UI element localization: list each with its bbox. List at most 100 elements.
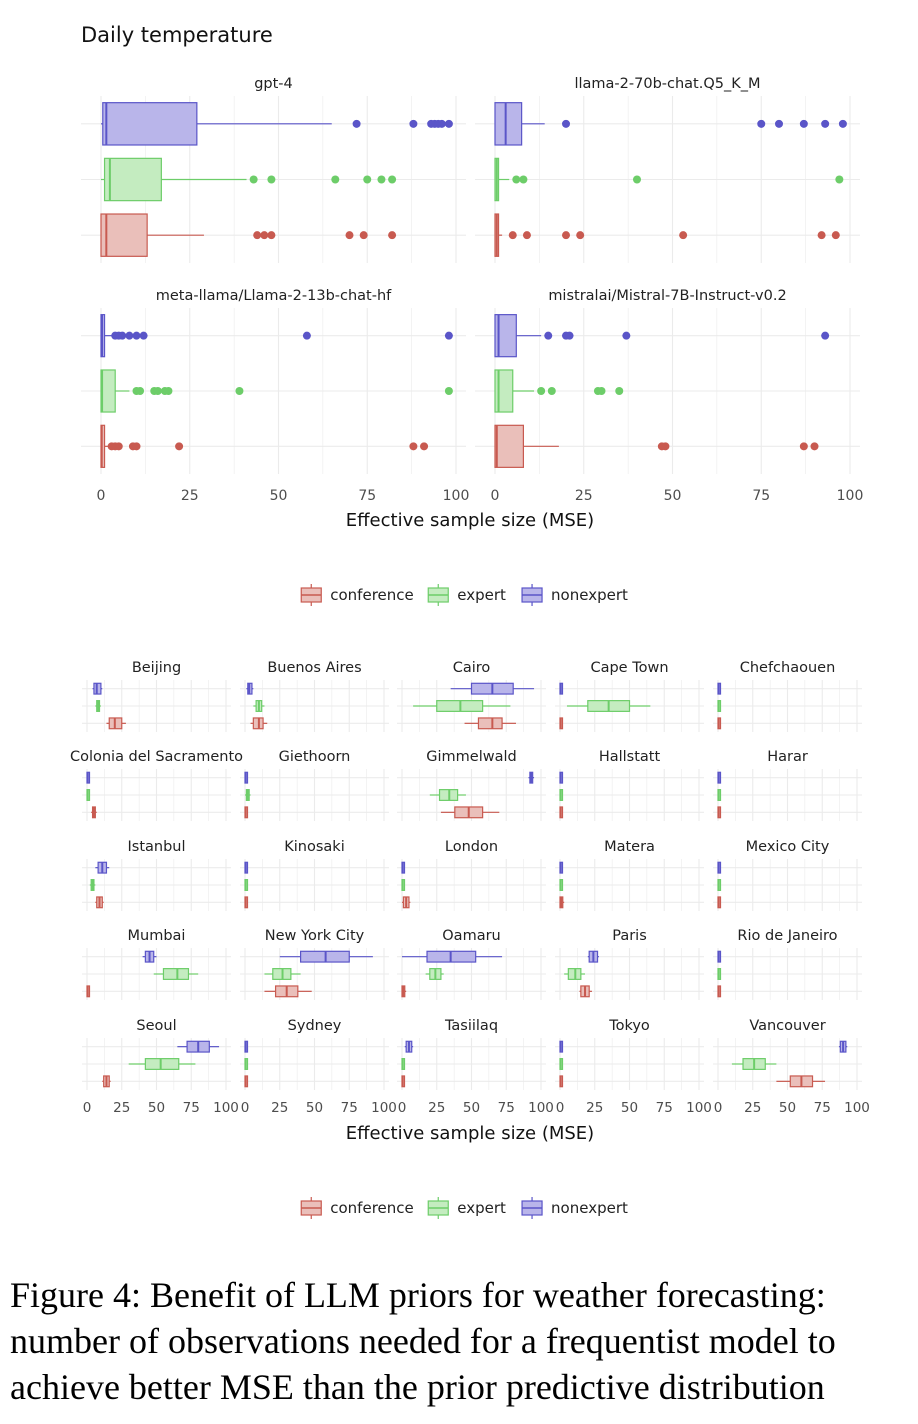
facet-16: New York City	[240, 928, 389, 1000]
facet-14: Mexico City	[713, 839, 862, 911]
facet-12: London	[397, 839, 546, 911]
x-axis-ticks: 0 25 50 75 100	[241, 1100, 397, 1116]
outlier-point	[132, 331, 141, 340]
box	[162, 968, 190, 980]
boxplot-conference	[717, 717, 722, 730]
legend-label: conference	[330, 1199, 414, 1217]
boxplot-expert	[401, 879, 406, 891]
tick-label: 100	[844, 1100, 870, 1116]
facet-0: Beijing	[82, 660, 231, 732]
outlier-point	[810, 442, 819, 451]
legend-item-nonexpert: nonexpert	[521, 584, 628, 606]
x-axis-ticks: 0 25 50 75 100	[398, 1100, 554, 1116]
boxplot-conference	[91, 806, 97, 819]
box	[102, 102, 198, 146]
figure-caption: Figure 4: Benefit of LLM priors for weat…	[10, 1275, 836, 1407]
boxplot-conference	[264, 985, 312, 998]
boxplot-expert	[264, 968, 301, 980]
chart-title: Daily temperature	[81, 23, 273, 47]
tick-label: 50	[148, 1100, 165, 1116]
facet-22: Tasiilaq	[397, 1018, 546, 1090]
panel-title: Tokyo	[608, 1018, 650, 1034]
facet-1: Buenos Aires	[240, 660, 389, 732]
x-axis-ticks: 0 25 50 75 100	[83, 1100, 239, 1116]
boxplot-conference	[440, 806, 500, 819]
boxplot-expert	[253, 700, 265, 712]
tick-label: 0	[491, 488, 500, 504]
panel-1: llama-2-70b-chat.Q5_K_M	[475, 76, 860, 263]
panel-title: Vancouver	[749, 1018, 825, 1034]
legend-label: nonexpert	[551, 1199, 628, 1217]
legend-label: nonexpert	[551, 586, 628, 604]
outlier-point	[359, 231, 368, 240]
boxplot-expert	[128, 1058, 196, 1070]
box	[100, 369, 116, 413]
boxplot-nonexpert	[177, 1040, 220, 1053]
outlier-point	[799, 119, 808, 128]
facet-23: Tokyo	[555, 1018, 704, 1090]
tick-label: 50	[664, 488, 682, 504]
facet-19: Rio de Janeiro	[713, 928, 862, 1000]
outlier-point	[444, 119, 453, 128]
x-axis-ticks: 0 25 50 75 100	[556, 1100, 712, 1116]
outlier-point	[799, 442, 808, 451]
boxplot-conference	[494, 213, 840, 257]
outlier-point	[576, 231, 585, 240]
facet-18: Paris	[555, 928, 704, 1000]
panel-title: gpt-4	[254, 76, 293, 92]
boxplot-expert	[429, 789, 466, 801]
outlier-point	[444, 387, 453, 395]
boxplot-conference	[559, 717, 564, 730]
tick-label: 0	[83, 1100, 92, 1116]
boxplot-nonexpert	[559, 861, 564, 874]
legend-item-nonexpert: nonexpert	[521, 1197, 628, 1219]
outlier-point	[633, 175, 641, 184]
facet-9: Harar	[713, 749, 862, 821]
boxplot-expert	[566, 700, 651, 712]
outlier-point	[838, 119, 847, 128]
boxplot-conference	[401, 985, 407, 998]
outlier-point	[508, 231, 517, 240]
outlier-point	[153, 387, 162, 395]
boxplot-expert	[564, 968, 586, 980]
boxplot-expert	[101, 157, 397, 202]
tick-label: 25	[586, 1100, 603, 1116]
outlier-point	[132, 442, 141, 451]
boxplot-expert	[717, 789, 722, 801]
panel-title: Sydney	[288, 1018, 342, 1034]
boxplot-expert	[413, 700, 511, 712]
boxplot-expert	[731, 1058, 777, 1070]
outlier-point	[164, 387, 173, 395]
boxplot-expert	[425, 968, 444, 980]
boxplot-nonexpert	[244, 1040, 249, 1053]
outlier-point	[775, 119, 783, 128]
boxplot-expert	[401, 1058, 406, 1070]
tick-label: 0	[241, 1100, 250, 1116]
outlier-point	[409, 119, 418, 128]
outlier-point	[562, 119, 570, 128]
outlier-point	[544, 331, 553, 340]
tick-label: 50	[306, 1100, 323, 1116]
boxplot-nonexpert	[244, 771, 249, 784]
boxplot-conference	[559, 896, 565, 909]
figure: Daily temperature gpt-4 llama-2-70b-chat.Q…	[70, 23, 870, 1219]
outlier-point	[249, 175, 258, 184]
facet-4: Chefchaouen	[713, 660, 862, 732]
tick-label: 100	[528, 1100, 554, 1116]
tick-label: 100	[213, 1100, 239, 1116]
panel-title: Mumbai	[128, 928, 186, 944]
tick-label: 0	[714, 1100, 723, 1116]
outlier-point	[253, 231, 262, 240]
facet-3: Cape Town	[555, 660, 704, 732]
outlier-point	[388, 231, 397, 240]
boxplot-expert	[717, 879, 722, 891]
boxplot-conference	[95, 896, 104, 909]
facet-15: Mumbai	[82, 928, 231, 1000]
x-axis-label: Effective sample size (MSE)	[346, 1123, 594, 1144]
boxplot-conference	[559, 1075, 564, 1088]
facet-6: Giethoorn	[240, 749, 389, 821]
boxplot-conference	[494, 424, 819, 468]
tick-label: 75	[341, 1100, 358, 1116]
boxplot-nonexpert	[404, 1040, 414, 1053]
panel-title: mistralai/Mistral-7B-Instruct-v0.2	[548, 288, 786, 304]
